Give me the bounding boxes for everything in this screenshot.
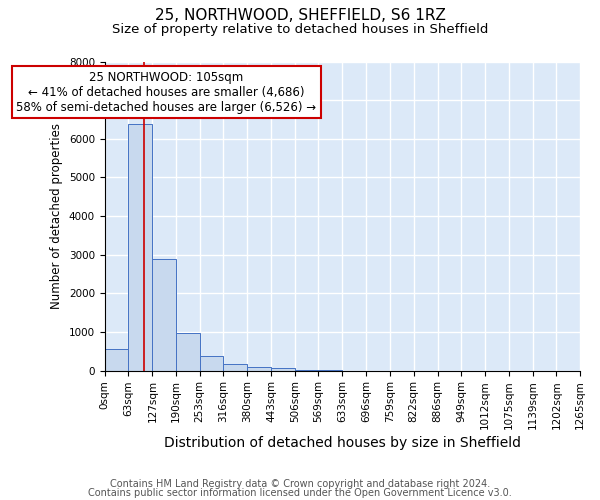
Text: Size of property relative to detached houses in Sheffield: Size of property relative to detached ho… <box>112 22 488 36</box>
Bar <box>152 258 176 370</box>
Bar <box>104 349 128 370</box>
Text: 25 NORTHWOOD: 105sqm
← 41% of detached houses are smaller (4,686)
58% of semi-de: 25 NORTHWOOD: 105sqm ← 41% of detached h… <box>16 71 316 114</box>
Bar <box>128 124 152 370</box>
Text: 25, NORTHWOOD, SHEFFIELD, S6 1RZ: 25, NORTHWOOD, SHEFFIELD, S6 1RZ <box>155 8 445 22</box>
Text: Contains HM Land Registry data © Crown copyright and database right 2024.: Contains HM Land Registry data © Crown c… <box>110 479 490 489</box>
Text: Contains public sector information licensed under the Open Government Licence v3: Contains public sector information licen… <box>88 488 512 498</box>
Bar <box>271 368 295 370</box>
Bar <box>223 364 247 370</box>
Bar <box>247 366 271 370</box>
Bar <box>176 332 200 370</box>
X-axis label: Distribution of detached houses by size in Sheffield: Distribution of detached houses by size … <box>164 436 521 450</box>
Bar <box>200 356 223 370</box>
Y-axis label: Number of detached properties: Number of detached properties <box>50 123 63 309</box>
